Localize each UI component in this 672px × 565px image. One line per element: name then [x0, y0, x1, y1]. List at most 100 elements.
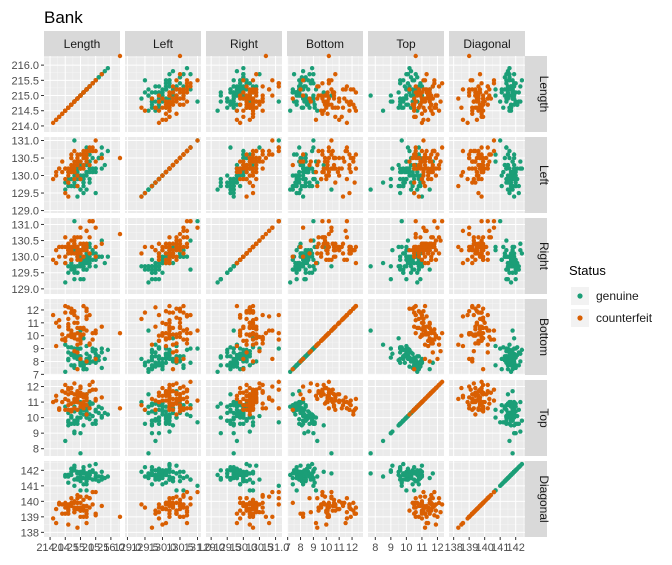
point-counterfeit: [241, 367, 245, 371]
point-genuine: [510, 251, 514, 255]
point-counterfeit: [254, 242, 258, 246]
point-counterfeit: [241, 115, 245, 119]
point-counterfeit: [244, 152, 248, 156]
point-counterfeit: [467, 225, 471, 229]
point-genuine: [312, 177, 316, 181]
point-counterfeit: [333, 156, 337, 160]
point-counterfeit: [329, 398, 333, 402]
point-counterfeit: [72, 381, 76, 385]
point-counterfeit: [333, 115, 337, 119]
point-counterfeit: [486, 258, 490, 262]
point-genuine: [307, 180, 311, 184]
point-counterfeit: [461, 229, 465, 233]
point-counterfeit: [254, 87, 258, 91]
point-genuine: [87, 463, 91, 467]
point-genuine: [225, 173, 229, 177]
point-genuine: [520, 419, 524, 423]
point-genuine: [150, 271, 154, 275]
point-counterfeit: [331, 149, 335, 153]
point-genuine: [66, 481, 70, 485]
point-counterfeit: [238, 328, 242, 332]
point-counterfeit: [486, 219, 490, 223]
point-counterfeit: [314, 344, 318, 348]
point-genuine: [415, 271, 419, 275]
point-counterfeit: [188, 331, 192, 335]
point-counterfeit: [188, 219, 192, 223]
point-genuine: [509, 280, 513, 284]
point-genuine: [241, 422, 245, 426]
point-counterfeit: [54, 521, 58, 525]
point-genuine: [93, 471, 97, 475]
point-counterfeit: [486, 145, 490, 149]
point-genuine: [512, 336, 516, 340]
point-counterfeit: [479, 177, 483, 181]
panel-top-vs-right: [206, 380, 282, 456]
point-genuine: [72, 138, 76, 142]
point-counterfeit: [492, 78, 496, 82]
point-counterfeit: [75, 163, 79, 167]
point-counterfeit: [87, 163, 91, 167]
point-counterfeit: [84, 508, 88, 512]
point-counterfeit: [51, 516, 55, 520]
column-strip-label-top: Top: [396, 37, 416, 51]
point-counterfeit: [157, 121, 161, 125]
point-counterfeit: [307, 389, 311, 393]
panel-left-vs-length: [44, 137, 122, 213]
point-counterfeit: [90, 502, 94, 506]
point-genuine: [398, 254, 402, 258]
point-counterfeit: [354, 166, 358, 170]
point-counterfeit: [150, 397, 154, 401]
point-counterfeit: [78, 251, 82, 255]
point-genuine: [381, 109, 385, 113]
point-genuine: [84, 187, 88, 191]
point-genuine: [84, 352, 88, 356]
point-counterfeit: [307, 251, 311, 255]
point-counterfeit: [481, 367, 485, 371]
point-genuine: [303, 184, 307, 188]
point-counterfeit: [87, 341, 91, 345]
point-counterfeit: [315, 96, 319, 100]
point-genuine: [398, 102, 402, 106]
point-counterfeit: [185, 229, 189, 233]
point-genuine: [513, 431, 517, 435]
point-genuine: [518, 84, 522, 88]
point-genuine: [428, 367, 432, 371]
point-genuine: [312, 422, 316, 426]
point-genuine: [506, 367, 510, 371]
point-counterfeit: [150, 96, 154, 100]
point-counterfeit: [185, 341, 189, 345]
point-counterfeit: [489, 337, 493, 341]
point-genuine: [500, 258, 504, 262]
panel-bottom-vs-left: [125, 299, 201, 375]
point-genuine: [322, 423, 326, 427]
point-counterfeit: [467, 87, 471, 91]
point-counterfeit: [248, 401, 252, 405]
point-genuine: [106, 348, 110, 352]
point-counterfeit: [472, 313, 476, 317]
point-genuine: [297, 422, 301, 426]
point-counterfeit: [84, 398, 88, 402]
point-counterfeit: [238, 391, 242, 395]
point-counterfeit: [412, 180, 416, 184]
point-genuine: [306, 429, 310, 433]
point-genuine: [504, 145, 508, 149]
point-genuine: [306, 258, 310, 262]
point-genuine: [520, 348, 524, 352]
point-counterfeit: [153, 408, 157, 412]
point-counterfeit: [277, 331, 281, 335]
point-genuine: [69, 345, 73, 349]
point-genuine: [219, 90, 223, 94]
point-genuine: [146, 87, 150, 91]
point-counterfeit: [84, 521, 88, 525]
point-genuine: [504, 238, 508, 242]
point-counterfeit: [426, 93, 430, 97]
point-counterfeit: [63, 177, 67, 181]
point-counterfeit: [254, 387, 258, 391]
point-counterfeit: [434, 334, 438, 338]
point-genuine: [257, 145, 261, 149]
point-genuine: [400, 138, 404, 142]
point-genuine: [84, 258, 88, 262]
point-counterfeit: [467, 232, 471, 236]
point-genuine: [146, 280, 150, 284]
point-counterfeit: [251, 78, 255, 82]
